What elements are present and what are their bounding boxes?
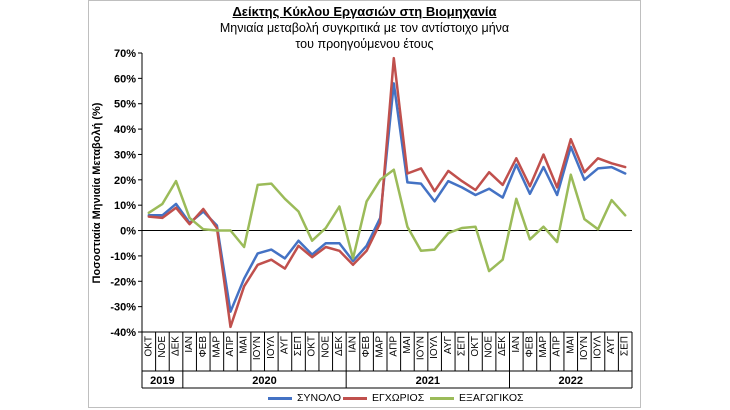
x-tick-label: ΜΑΡ — [375, 336, 386, 358]
chart-frame — [88, 0, 641, 408]
x-tick-label: ΦΕΒ — [524, 336, 535, 358]
x-tick-label: ΔΕΚ — [497, 336, 508, 356]
y-tick-label: 20% — [114, 175, 136, 187]
y-tick-label: 40% — [114, 124, 136, 136]
x-tick-label: ΝΟΕ — [484, 336, 495, 358]
x-tick-label: ΣΕΠ — [293, 336, 304, 356]
x-tick-label: ΝΟΕ — [320, 336, 331, 358]
legend-swatch-export — [430, 396, 454, 400]
y-tick-label: -40% — [110, 327, 136, 339]
x-tick-label: ΣΕΠ — [620, 336, 631, 356]
series-line-0 — [147, 82, 627, 313]
year-label: 2021 — [416, 375, 440, 387]
x-tick-label: ΙΑΝ — [184, 336, 195, 353]
x-tick-label: ΝΟΕ — [157, 336, 168, 358]
x-tick-label: ΙΟΥΛ — [592, 336, 603, 359]
x-tick-label: ΙΟΥΝ — [579, 336, 590, 360]
legend-swatch-total — [268, 396, 292, 400]
x-tick-label: ΙΟΥΝ — [416, 336, 427, 360]
y-tick-label: 50% — [114, 99, 136, 111]
x-tick-label: ΜΑΙ — [565, 336, 576, 354]
series-line-1 — [147, 56, 627, 329]
x-tick-label: ΙΑΝ — [347, 336, 358, 353]
x-tick-label: ΙΟΥΛ — [266, 336, 277, 359]
chart-subtitle-line-2: του προηγούμενου έτους — [295, 37, 434, 51]
legend-item-export: ΕΞΑΓΩΓΙΚΟΣ — [430, 392, 524, 404]
y-tick-label: 70% — [114, 48, 136, 60]
legend-label-domestic: ΕΓΧΩΡΙΟΣ — [372, 392, 425, 404]
x-tick-label: ΑΥΓ — [443, 336, 454, 355]
x-tick-label: ΔΕΚ — [334, 336, 345, 356]
y-tick-label: 30% — [114, 149, 136, 161]
legend-item-domestic: ΕΓΧΩΡΙΟΣ — [343, 392, 424, 404]
y-tick-label: -30% — [110, 302, 136, 314]
y-tick-label: 0% — [120, 226, 136, 238]
x-tick-label: ΑΠΡ — [388, 336, 399, 357]
year-label: 2019 — [150, 375, 174, 387]
x-tick-label: ΑΥΓ — [279, 336, 290, 355]
x-tick-label: ΦΕΒ — [361, 336, 372, 358]
legend-label-total: ΣΥΝΟΛΟ — [297, 392, 342, 404]
x-tick-label: ΜΑΡ — [538, 336, 549, 358]
x-tick-label: ΑΥΓ — [606, 336, 617, 355]
x-tick-label: ΟΚΤ — [470, 336, 481, 357]
x-tick-label: ΑΠΡ — [225, 336, 236, 357]
x-tick-label: ΟΚΤ — [143, 336, 154, 357]
y-tick-label: 60% — [114, 73, 136, 85]
legend-swatch-domestic — [343, 396, 367, 400]
x-tick-label: ΙΟΥΝ — [252, 336, 263, 360]
y-tick-label: -10% — [110, 251, 136, 263]
x-tick-label: ΜΑΙ — [402, 336, 413, 354]
year-label: 2020 — [252, 375, 276, 387]
x-tick-label: ΟΚΤ — [307, 336, 318, 357]
chart-subtitle-line-1: Μηνιαία μεταβολή συγκριτικά με τον αντίσ… — [219, 21, 510, 35]
x-tick-label: ΔΕΚ — [171, 336, 182, 356]
x-tick-label: ΣΕΠ — [456, 336, 467, 356]
year-label: 2022 — [559, 375, 583, 387]
x-tick-label: ΜΑΙ — [239, 336, 250, 354]
y-tick-label: -20% — [110, 276, 136, 288]
x-tick-label: ΑΠΡ — [552, 336, 563, 357]
x-tick-label: ΜΑΡ — [211, 336, 222, 358]
x-tick-label: ΙΑΝ — [511, 336, 522, 353]
legend-label-export: ΕΞΑΓΩΓΙΚΟΣ — [459, 392, 524, 404]
x-tick-label: ΦΕΒ — [198, 336, 209, 358]
y-tick-label: 10% — [114, 200, 136, 212]
x-tick-label: ΙΟΥΛ — [429, 336, 440, 359]
legend-item-total: ΣΥΝΟΛΟ — [268, 392, 341, 404]
chart-title: Δείκτης Κύκλου Εργασιών στη Βιομηχανία — [232, 4, 497, 19]
series-line-2 — [147, 168, 627, 273]
